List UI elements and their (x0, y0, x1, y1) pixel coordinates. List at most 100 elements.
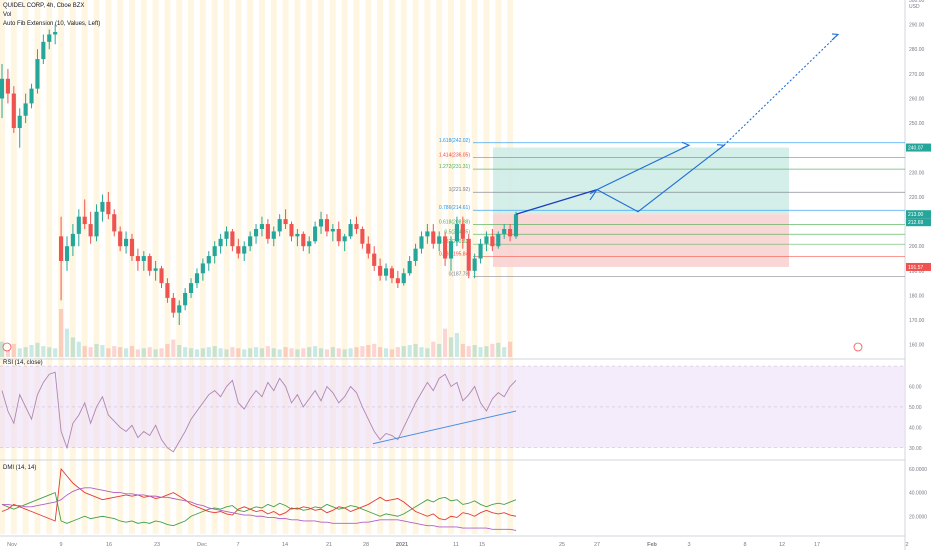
time-tick-label: 9 (59, 542, 62, 548)
volume-bar (348, 348, 353, 357)
price-tick-label: 180.00 (909, 293, 925, 299)
session-stripe (329, 0, 336, 534)
candle-body (165, 283, 170, 298)
candle-body (253, 228, 259, 237)
arrow-head (716, 144, 726, 152)
candle-body (41, 41, 46, 60)
volume-bar (106, 348, 111, 357)
session-stripe (10, 0, 17, 534)
volume-bar (496, 342, 501, 357)
volume-bar (212, 346, 217, 357)
volume-bar (41, 346, 46, 357)
session-stripe (105, 0, 112, 534)
candle-body (271, 231, 276, 239)
volume-bar (59, 309, 64, 357)
volume-bar (508, 341, 513, 357)
price-tag-label: 212.69 (908, 220, 924, 226)
candle-body (124, 238, 129, 247)
candle-body (35, 59, 40, 89)
candle-body (437, 236, 442, 244)
session-stripe (400, 0, 407, 534)
volume-bar (64, 328, 70, 357)
session-stripe (306, 0, 313, 534)
price-axis: 300.00 290.00 280.00 270.00 260.00 250.00 240.… (909, 0, 925, 349)
symbol-title: QUIDEL CORP, 4h, Cboe BZX (3, 3, 85, 9)
price-tick-label: 230.00 (909, 170, 925, 176)
fib-level-label: 0.786(214.61) (439, 205, 470, 211)
volume-bar (124, 348, 129, 357)
volume-bar (324, 349, 330, 357)
candle-body (460, 224, 465, 239)
session-stripe (176, 0, 183, 534)
rsi-trendline (372, 410, 517, 445)
session-stripe (247, 0, 254, 534)
candle-body (188, 283, 194, 293)
candle-body (242, 246, 247, 254)
candle-body (100, 201, 105, 212)
price-tick-label: 200.00 (909, 244, 925, 250)
rsi-tick-label: 60.00 (909, 385, 922, 391)
price-tag (906, 210, 931, 219)
candle-body (413, 248, 418, 261)
fib-extension: 1.618(242.02) 1.414(236.05) 1.272(231.31) 1… (439, 138, 905, 277)
candle-body (194, 273, 200, 284)
fib-level-label: 0.618(208.88) (439, 219, 470, 225)
volume-bar (206, 347, 211, 357)
time-tick-label: 14 (282, 542, 288, 548)
volume-bar (454, 333, 459, 357)
candle-body (401, 273, 406, 284)
price-tick-label: 250.00 (909, 121, 925, 127)
candle-body (129, 238, 135, 257)
candle-body (508, 228, 513, 237)
candle-body (94, 211, 99, 237)
volume-bar (330, 347, 335, 357)
volume-bar (129, 346, 135, 357)
candle-body (307, 241, 312, 247)
volume-bar (159, 348, 164, 357)
volume-bar (230, 347, 235, 357)
volume-bar (165, 343, 170, 357)
volume-bar (88, 347, 93, 357)
price-tag-label: 213.00 (908, 212, 924, 218)
candle-body (218, 238, 223, 247)
price-tag (906, 143, 931, 152)
volume-bar (419, 347, 424, 357)
dmi-line-plusminus-di (1, 491, 517, 527)
session-stripe (235, 0, 242, 534)
arrow-head (831, 33, 840, 41)
candle-body (378, 265, 383, 276)
volume-bar (431, 341, 436, 357)
projection-dotted-leg (723, 34, 839, 146)
candle-body (407, 260, 412, 274)
arrow-head (681, 141, 691, 149)
volume-bar (372, 343, 377, 357)
price-tick-label: 270.00 (909, 72, 925, 78)
session-stripe (81, 0, 88, 534)
volume-bar (383, 348, 389, 357)
candle-body (283, 219, 288, 225)
volume-bar (194, 349, 200, 357)
price-tick-label: 170.00 (909, 318, 925, 324)
session-stripe (129, 0, 135, 534)
volume-bar (401, 346, 406, 357)
candle-body (443, 236, 448, 259)
session-stripe (459, 0, 466, 534)
volume-bar (171, 339, 176, 357)
time-tick-label: 2 (905, 542, 908, 548)
candle-body (159, 268, 164, 284)
price-axis-unit: USD (909, 4, 920, 10)
rsi-line (1, 371, 517, 453)
dmi-pane-label: DMI (14, 14) (3, 465, 37, 471)
volume-bar (360, 346, 365, 357)
dmi-tick-label: 60.0000 (909, 467, 927, 473)
candle-body (224, 231, 229, 239)
volume-bar (425, 348, 430, 357)
time-tick-label: 2021 (396, 542, 408, 548)
session-stripe (69, 0, 76, 534)
candle-body (496, 233, 501, 247)
candle-body (82, 216, 87, 225)
candle-body (277, 219, 282, 232)
session-stripe (365, 0, 372, 534)
volume-bar (224, 349, 229, 357)
volume-bar (490, 343, 495, 357)
